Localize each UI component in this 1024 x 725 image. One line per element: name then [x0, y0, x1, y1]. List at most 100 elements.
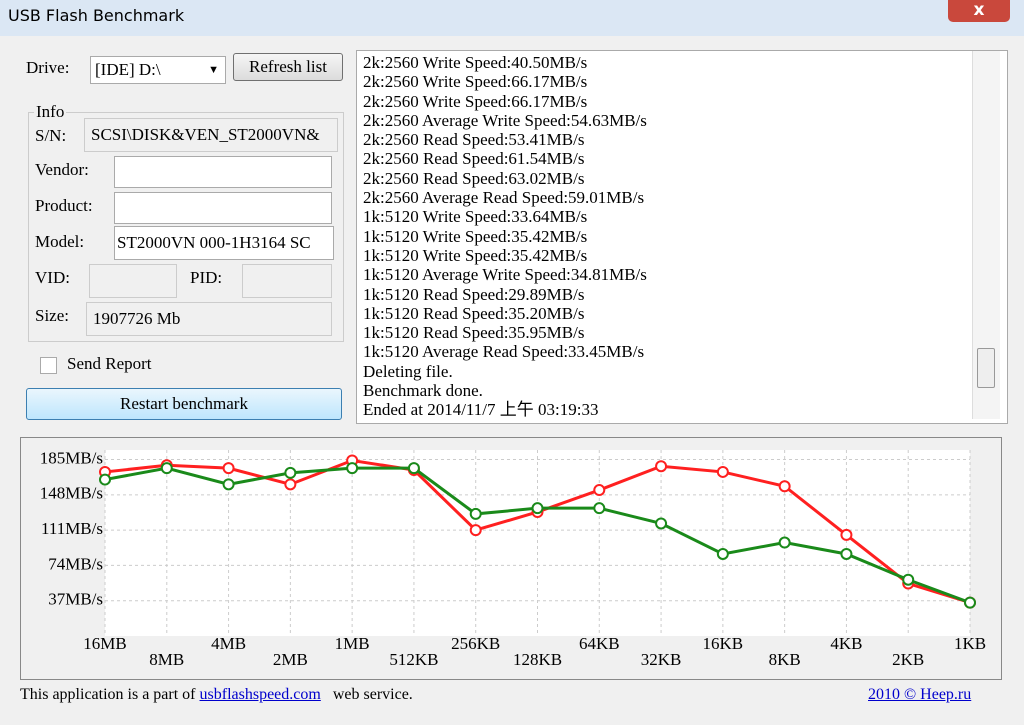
log-line: 2k:2560 Read Speed:61.54MB/s [363, 149, 585, 169]
x-tick-label: 8KB [769, 650, 801, 669]
pid-field [242, 264, 332, 298]
data-point [284, 466, 297, 479]
data-point [964, 596, 976, 609]
refresh-button[interactable]: Refresh list [233, 53, 343, 81]
data-point [840, 528, 853, 541]
data-point [531, 502, 544, 515]
y-tick-label: 74MB/s [48, 554, 103, 573]
sn-value: SCSI\DISK&VEN_ST2000VN& [91, 125, 320, 144]
sn-label: S/N: [35, 126, 67, 145]
drive-value: [IDE] D:\ [95, 60, 161, 79]
log-line: Ended at 2014/11/7 上午 03:19:33 [363, 400, 599, 420]
data-point [160, 462, 173, 475]
data-point [778, 480, 791, 493]
log-line: 2k:2560 Read Speed:63.02MB/s [363, 168, 585, 188]
data-point [469, 507, 482, 520]
vendor-label: Vendor: [35, 160, 89, 179]
data-point [778, 536, 791, 549]
log-line: 1k:5120 Write Speed:35.42MB/s [363, 226, 588, 246]
data-point [593, 502, 606, 515]
footer-link[interactable]: usbflashspeed.com [199, 686, 321, 703]
log-line: Benchmark done. [363, 381, 483, 401]
model-field[interactable]: ST2000VN 000-1H3164 SC [114, 226, 334, 260]
data-point [716, 465, 729, 478]
footer: This application is a part of usbflashsp… [20, 686, 413, 704]
pid-label: PID: [190, 268, 223, 287]
data-point [902, 573, 915, 586]
drive-label: Drive: [26, 58, 70, 77]
x-tick-label: 256KB [451, 634, 500, 653]
model-value: ST2000VN 000-1H3164 SC [117, 233, 311, 252]
x-tick-label: 128KB [513, 650, 562, 669]
model-label: Model: [35, 232, 85, 251]
data-point [222, 478, 235, 491]
log-line: 1k:5120 Write Speed:33.64MB/s [363, 207, 588, 227]
y-tick-label: 37MB/s [48, 590, 103, 609]
y-tick-label: 185MB/s [40, 448, 103, 467]
data-point [346, 462, 359, 475]
log-line: 2k:2560 Write Speed:40.50MB/s [363, 53, 588, 72]
log-line: 1k:5120 Read Speed:35.20MB/s [363, 303, 585, 323]
x-tick-label: 1MB [335, 634, 370, 653]
footer-suffix: web service. [332, 686, 413, 703]
log-line: 1k:5120 Average Write Speed:34.81MB/s [363, 265, 647, 285]
data-point [284, 478, 297, 491]
x-tick-label: 16KB [703, 634, 744, 653]
send-report-checkbox[interactable] [40, 357, 57, 374]
footer-prefix: This application is a part of [20, 686, 196, 703]
log-line: 2k:2560 Write Speed:66.17MB/s [363, 91, 588, 111]
y-tick-label: 148MB/s [40, 484, 103, 503]
data-point [716, 547, 729, 560]
x-tick-label: 2MB [273, 650, 308, 669]
y-tick-label: 111MB/s [41, 519, 103, 538]
restart-button[interactable]: Restart benchmark [26, 388, 342, 420]
data-point [99, 473, 111, 486]
info-title: Info [34, 102, 67, 122]
log-box[interactable]: 2k:2560 Write Speed:40.50MB/s 2k:2560 Wri… [356, 50, 1008, 424]
size-value: 1907726 Mb [93, 309, 181, 328]
data-point [840, 547, 853, 560]
x-tick-label: 16MB [83, 634, 126, 653]
log-line: 2k:2560 Average Read Speed:59.01MB/s [363, 188, 645, 208]
x-tick-label: 64KB [579, 634, 620, 653]
log-line: 2k:2560 Average Write Speed:54.63MB/s [363, 110, 647, 130]
log-line: 1k:5120 Read Speed:35.95MB/s [363, 323, 585, 343]
vendor-field[interactable] [114, 156, 332, 188]
log-line: 2k:2560 Read Speed:53.41MB/s [363, 130, 585, 150]
send-report-label[interactable]: Send Report [67, 354, 152, 373]
size-field: 1907726 Mb [86, 302, 332, 336]
title-bar: USB Flash Benchmark [0, 0, 1024, 36]
size-label: Size: [35, 306, 69, 325]
x-tick-label: 512KB [389, 650, 438, 669]
x-tick-label: 32KB [641, 650, 682, 669]
product-field[interactable] [114, 192, 332, 224]
log-line: 2k:2560 Write Speed:66.17MB/s [363, 72, 588, 92]
log-line: 1k:5120 Average Read Speed:33.45MB/s [363, 342, 645, 362]
sn-field: SCSI\DISK&VEN_ST2000VN& [84, 118, 338, 152]
vid-field [89, 264, 177, 298]
data-point [593, 484, 606, 497]
x-tick-label: 4MB [211, 634, 246, 653]
log-line: Deleting file. [363, 361, 453, 381]
log-line: 1k:5120 Write Speed:35.42MB/s [363, 245, 588, 265]
data-point [655, 460, 668, 473]
log-line: 1k:5120 Read Speed:29.89MB/s [363, 284, 585, 304]
info-group [28, 112, 344, 342]
data-point [222, 462, 235, 475]
close-button[interactable]: x [948, 0, 1010, 22]
x-tick-label: 4KB [830, 634, 862, 653]
x-tick-label: 8MB [149, 650, 184, 669]
chart: 37MB/s 74MB/s 111MB/s 148MB/s 185MB/s 16MB 8MB… [40, 448, 986, 669]
x-tick-label: 2KB [892, 650, 924, 669]
drive-select[interactable]: [IDE] D:\ ▼ [90, 56, 226, 84]
product-label: Product: [35, 196, 93, 215]
data-point [469, 524, 482, 537]
credit-link[interactable]: 2010 © Heep.ru [868, 686, 972, 703]
window-title: USB Flash Benchmark [8, 6, 185, 25]
vid-label: VID: [35, 268, 70, 287]
data-point [655, 517, 668, 530]
x-tick-label: 1KB [954, 634, 986, 653]
data-point [407, 462, 420, 475]
scrollbar[interactable] [972, 51, 1000, 419]
